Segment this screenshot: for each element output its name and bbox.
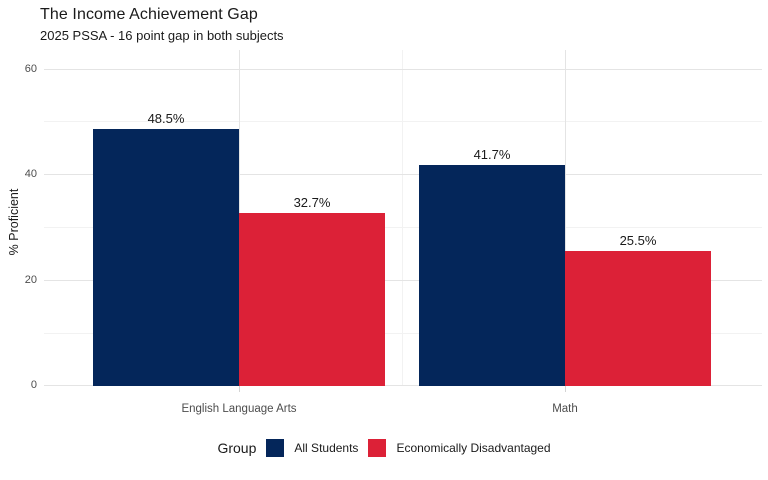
gridline-major-y [44, 385, 762, 386]
x-tick-label: English Language Arts [181, 403, 297, 415]
y-tick-label: 40 [24, 168, 37, 181]
bar-value-label: 41.7% [473, 147, 511, 163]
legend-title: Group [217, 440, 257, 456]
gridline-minor-y [44, 121, 762, 123]
gridline-major-y [44, 174, 762, 176]
y-tick-label: 60 [24, 62, 37, 75]
chart-title: The Income Achievement Gap [40, 6, 258, 23]
bar [239, 212, 385, 386]
legend-items: All Students Economically Disadvantaged [266, 439, 551, 457]
legend: Group All Students Economically Disadvant… [0, 439, 768, 457]
legend-swatch [266, 439, 285, 457]
gridline-major-y [44, 280, 762, 282]
gridline-minor-x [402, 50, 403, 386]
legend-item-label: Economically Disadvantaged [396, 441, 551, 455]
y-tick-label: 20 [24, 274, 37, 287]
x-tick-mark [565, 386, 566, 392]
legend-item: All Students [266, 439, 358, 457]
x-tick-mark [239, 386, 240, 392]
bar [419, 165, 565, 386]
y-axis-title: % Proficient [7, 188, 21, 256]
gridline-major-y [44, 68, 762, 70]
legend-swatch [368, 439, 387, 457]
legend-item: Economically Disadvantaged [368, 439, 551, 457]
y-tick-label: 0 [30, 379, 37, 391]
gridline-minor-y [44, 333, 762, 335]
legend-item-label: All Students [294, 441, 359, 455]
x-tick-label: Math [552, 403, 578, 415]
bar-value-label: 48.5% [147, 111, 185, 127]
bar-value-label: 25.5% [619, 233, 657, 249]
chart-subtitle: 2025 PSSA - 16 point gap in both subject… [40, 28, 284, 43]
bar [565, 251, 711, 386]
bar [93, 129, 239, 386]
gridline-major-x [565, 50, 566, 386]
plot-panel: 48.5% 41.7% 32.7% 25.5% [44, 50, 762, 386]
gridline-minor-y [44, 227, 762, 229]
bar-value-label: 32.7% [293, 194, 331, 210]
